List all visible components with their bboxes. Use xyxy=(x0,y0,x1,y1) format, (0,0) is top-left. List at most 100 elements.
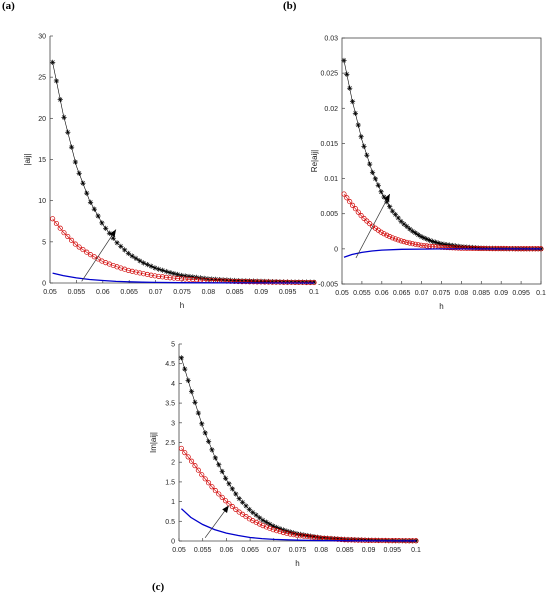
series-line xyxy=(181,357,417,542)
data-point xyxy=(188,388,195,395)
data-point xyxy=(65,129,71,135)
data-point-stroke xyxy=(141,260,146,265)
data-point-stroke xyxy=(99,220,104,225)
data-point xyxy=(219,494,225,500)
data-point xyxy=(253,512,259,518)
data-point-stroke xyxy=(77,171,82,176)
data-point-stroke xyxy=(175,272,180,277)
data-point-stroke xyxy=(58,97,63,102)
data-point xyxy=(189,458,195,464)
data-point xyxy=(125,267,131,273)
data-point-stroke xyxy=(50,60,55,65)
data-point xyxy=(375,182,381,188)
data-point xyxy=(348,537,354,543)
data-point xyxy=(265,279,272,285)
data-point xyxy=(185,454,191,460)
data-point-stroke xyxy=(216,462,221,467)
data-point-stroke xyxy=(80,181,86,186)
data-point xyxy=(140,271,147,277)
data-point xyxy=(129,253,135,259)
data-point xyxy=(250,509,256,516)
x-tick-label: 0.09 xyxy=(494,290,508,297)
data-point xyxy=(110,235,116,241)
data-point xyxy=(395,215,401,221)
data-point xyxy=(372,176,378,182)
trend-arrow-head xyxy=(109,229,116,237)
data-point xyxy=(355,122,361,128)
data-point xyxy=(412,230,418,236)
data-point xyxy=(178,445,184,451)
data-point-stroke xyxy=(122,247,127,252)
data-point-stroke xyxy=(399,219,404,224)
data-point xyxy=(95,213,101,219)
data-point xyxy=(256,515,263,521)
x-tick-label: 0.1 xyxy=(411,547,421,554)
trend-arrow-head xyxy=(383,194,390,202)
data-point xyxy=(233,491,239,497)
data-point xyxy=(291,532,297,538)
data-point xyxy=(352,110,359,116)
y-tick-label: 25 xyxy=(38,75,46,82)
data-point xyxy=(367,221,373,227)
series-line xyxy=(52,272,315,284)
data-point xyxy=(222,475,229,481)
data-point xyxy=(240,511,246,517)
data-point-stroke xyxy=(361,144,367,149)
data-point xyxy=(378,229,384,235)
x-tick-label: 0.06 xyxy=(96,289,110,296)
x-tick-label: 0.055 xyxy=(353,290,371,297)
x-tick-label: 0.095 xyxy=(512,290,530,297)
data-point xyxy=(175,275,181,282)
x-tick-label: 0.065 xyxy=(393,290,411,297)
data-point xyxy=(137,270,143,276)
data-point-stroke xyxy=(130,253,135,259)
series-2 xyxy=(178,445,419,544)
data-point-stroke xyxy=(186,378,191,383)
data-point-stroke xyxy=(92,207,97,212)
data-point xyxy=(250,279,256,285)
data-point xyxy=(72,241,78,247)
data-point-stroke xyxy=(427,238,432,243)
data-point xyxy=(53,220,59,227)
data-point-stroke xyxy=(254,513,259,518)
data-point-stroke xyxy=(223,476,228,481)
y-tick-label: 20 xyxy=(38,116,46,123)
x-tick-label: 0.07 xyxy=(267,547,281,554)
panel-label-c: (c) xyxy=(152,581,165,593)
data-point-stroke xyxy=(206,439,211,444)
data-point xyxy=(156,266,162,272)
panel-label-b: (b) xyxy=(283,0,297,12)
data-point xyxy=(352,537,358,543)
data-point xyxy=(228,278,234,284)
y-tick-label: 0 xyxy=(334,246,338,253)
data-point-stroke xyxy=(203,430,208,435)
data-point xyxy=(178,272,185,279)
data-point xyxy=(137,258,143,264)
data-point xyxy=(294,532,300,538)
data-point xyxy=(159,274,166,280)
data-point xyxy=(229,486,235,492)
data-point-stroke xyxy=(243,503,249,508)
y-tick-label: 1.5 xyxy=(165,479,175,486)
data-point xyxy=(384,232,390,238)
data-point-stroke xyxy=(103,226,108,231)
data-point xyxy=(369,169,376,176)
data-point-stroke xyxy=(111,236,116,241)
series-3 xyxy=(180,508,417,542)
x-tick-label: 0.085 xyxy=(336,547,354,554)
x-tick-label: 0.095 xyxy=(384,547,402,554)
series-1 xyxy=(178,355,419,544)
x-tick-label: 0.05 xyxy=(335,290,349,297)
y-tick-label: 0.025 xyxy=(320,71,338,78)
data-point xyxy=(236,496,242,502)
data-point xyxy=(192,399,198,405)
x-tick-label: 0.1 xyxy=(309,289,319,296)
data-point-stroke xyxy=(390,209,395,214)
data-point-stroke xyxy=(164,269,169,274)
data-point-stroke xyxy=(379,189,384,194)
data-point xyxy=(280,529,286,536)
data-point-stroke xyxy=(209,447,215,452)
x-tick-label: 0.08 xyxy=(314,547,328,554)
data-point xyxy=(171,275,177,281)
data-point xyxy=(156,273,162,279)
